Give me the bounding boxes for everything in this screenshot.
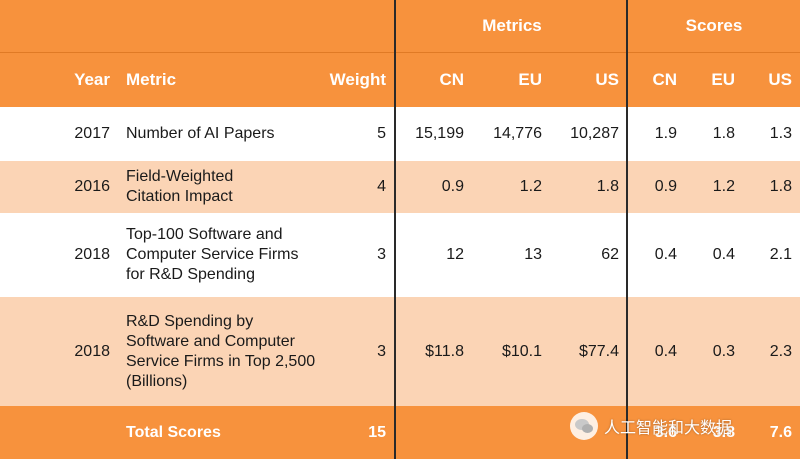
row-metric: Top-100 Software and Computer Service Fi…	[126, 226, 299, 283]
total-score-cn: 3.6	[654, 423, 677, 441]
row-year: 2017	[74, 125, 110, 142]
watermark: 人工智能和大数据	[570, 410, 732, 442]
col-header-scores-us: US	[768, 70, 792, 89]
row-score-us: 2.3	[769, 342, 792, 360]
row-score-us: 1.8	[769, 178, 792, 195]
col-header-scores-eu: EU	[711, 70, 735, 89]
row-score-cn: 1.9	[654, 125, 677, 142]
row-score-cn: 0.4	[654, 246, 677, 263]
col-header-metrics-us: US	[595, 70, 619, 89]
col-header-weight: Weight	[329, 70, 386, 89]
table-row: 2017 Number of AI Papers 5 15,199 14,776…	[0, 107, 800, 161]
row-metric-us: 10,287	[570, 125, 619, 142]
row-metric: Field-Weighted Citation Impact	[126, 168, 234, 205]
row-score-cn: 0.4	[654, 342, 677, 360]
divider-scores	[626, 0, 628, 459]
row-year: 2018	[74, 342, 110, 360]
watermark-text: 人工智能和大数据	[604, 420, 733, 437]
row-metric-cn: 12	[446, 246, 464, 263]
group-header-scores: Scores	[685, 16, 743, 35]
divider-metrics	[394, 0, 396, 459]
row-year: 2018	[74, 246, 110, 263]
total-weight: 15	[368, 423, 386, 441]
row-metric-us: 1.8	[596, 178, 619, 195]
row-metric-eu: 1.2	[519, 178, 542, 195]
row-metric-cn: 15,199	[415, 125, 464, 142]
row-metric-us: 62	[601, 246, 619, 263]
row-year: 2016	[74, 178, 110, 195]
group-header-row: Metrics Scores	[0, 0, 800, 52]
total-label: Total Scores	[126, 423, 221, 441]
row-metric-us: $77.4	[578, 342, 619, 360]
col-header-metrics-eu: EU	[518, 70, 542, 89]
total-row: Total Scores 15 3.6 3.8 7.6	[0, 406, 800, 459]
row-score-eu: 0.3	[712, 342, 735, 360]
col-header-scores-cn: CN	[652, 70, 677, 89]
row-score-eu: 0.4	[712, 246, 735, 263]
col-header-year: Year	[74, 70, 110, 89]
col-header-metrics-cn: CN	[439, 70, 464, 89]
row-score-us: 1.3	[769, 125, 792, 142]
col-header-metric: Metric	[126, 70, 177, 89]
column-header-row: Year Metric Weight CN EU US CN EU US	[0, 53, 800, 107]
table-row: 2018 Top-100 Software and Computer Servi…	[0, 213, 800, 297]
row-score-us: 2.1	[769, 246, 792, 263]
row-metric-cn: 0.9	[441, 178, 464, 195]
row-metric-eu: 14,776	[493, 125, 542, 142]
row-weight: 5	[377, 125, 386, 142]
wechat-icon	[570, 412, 598, 440]
row-metric-eu: $10.1	[501, 342, 542, 360]
row-weight: 4	[377, 178, 386, 195]
row-weight: 3	[377, 246, 386, 263]
row-score-cn: 0.9	[654, 178, 677, 195]
row-metric-eu: 13	[524, 246, 542, 263]
row-metric: R&D Spending by Software and Computer Se…	[126, 312, 316, 390]
row-metric: Number of AI Papers	[126, 125, 275, 142]
total-score-us: 7.6	[769, 423, 792, 441]
group-header-metrics: Metrics	[482, 16, 542, 35]
row-weight: 3	[377, 342, 386, 360]
table-row: 2016 Field-Weighted Citation Impact 4 0.…	[0, 161, 800, 213]
row-score-eu: 1.2	[712, 178, 735, 195]
row-metric-cn: $11.8	[425, 342, 464, 360]
table-row: 2018 R&D Spending by Software and Comput…	[0, 297, 800, 406]
total-score-eu: 3.8	[712, 423, 735, 441]
row-score-eu: 1.8	[712, 125, 735, 142]
